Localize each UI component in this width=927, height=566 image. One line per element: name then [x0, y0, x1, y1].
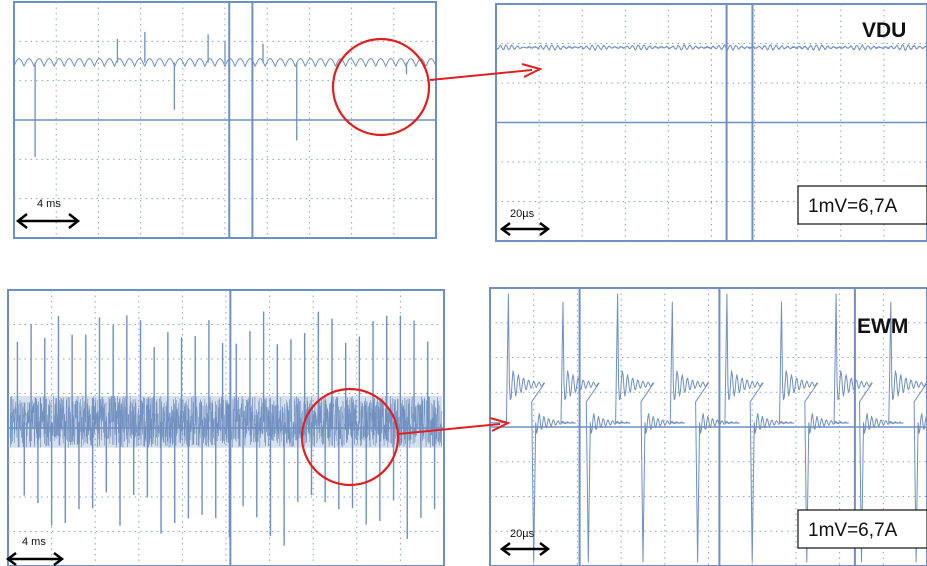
time-scale-label-top-left: 4 ms — [37, 198, 61, 210]
time-scale-label-bottom-left: 4 ms — [22, 536, 46, 548]
signal-trace — [495, 44, 927, 51]
time-scale-marker-bottom-left: 4 ms — [5, 536, 65, 566]
zoom-annotation-bottom — [300, 387, 511, 487]
channel-label-vdu: VDU — [862, 19, 906, 42]
time-scale-marker-top-right: 20µs — [499, 208, 551, 236]
scope-panel-top-left — [13, 1, 437, 239]
zoom-annotation-top — [331, 37, 543, 137]
signal-trace — [13, 58, 437, 67]
double-arrow-icon — [499, 542, 551, 556]
signal-trace — [9, 395, 443, 448]
scope-panel-bottom-left — [7, 289, 445, 566]
scale-label-top: 1mV=6,7A — [808, 196, 898, 217]
signal-trace — [490, 293, 927, 563]
scale-box-top: 1mV=6,7A — [797, 185, 927, 225]
zoom-arrow-icon — [397, 423, 501, 435]
double-arrow-icon — [499, 222, 551, 236]
highlight-circle-icon — [300, 387, 400, 487]
scale-box-bottom: 1mV=6,7A — [797, 509, 927, 549]
double-arrow-icon — [15, 213, 81, 229]
time-scale-marker-top-left: 4 ms — [15, 198, 81, 229]
double-arrow-icon — [5, 552, 65, 566]
zoom-arrow-icon — [429, 69, 533, 81]
channel-label-ewm: EWM — [857, 315, 908, 338]
time-scale-label-bottom-right: 20µs — [510, 528, 535, 540]
highlight-circle-icon — [331, 37, 431, 137]
scale-label-bottom: 1mV=6,7A — [808, 520, 898, 541]
time-scale-label-top-right: 20µs — [510, 208, 535, 220]
time-scale-marker-bottom-right: 20µs — [499, 528, 551, 556]
